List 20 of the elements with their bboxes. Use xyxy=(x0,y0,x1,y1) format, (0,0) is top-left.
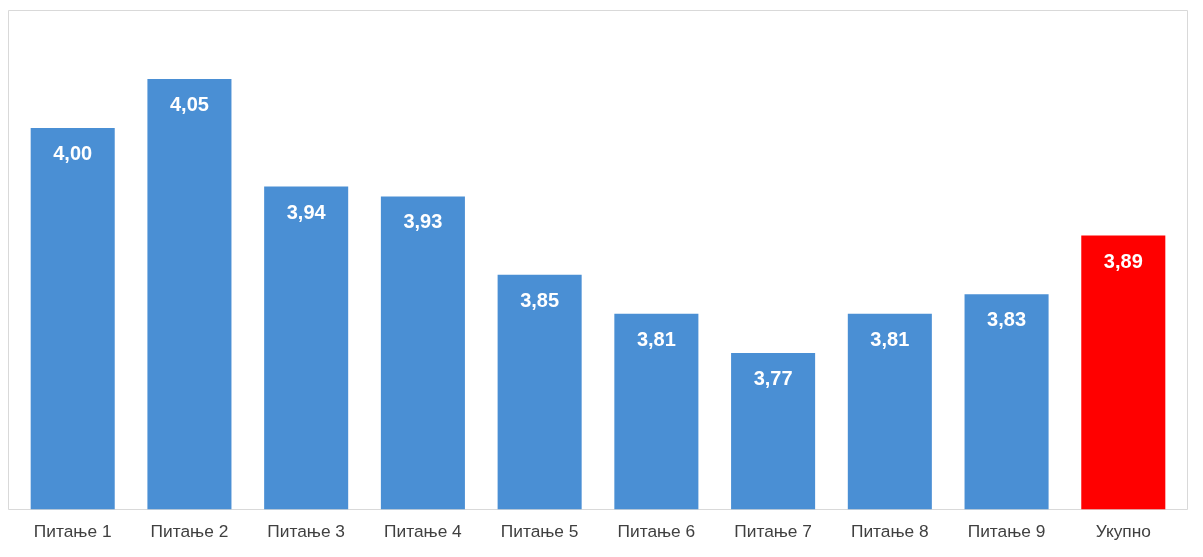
data-label: 3,89 xyxy=(1103,249,1143,272)
data-label: 3,81 xyxy=(870,327,910,350)
x-tick-label: Питање 1 xyxy=(33,520,112,541)
x-tick-label: Питање 5 xyxy=(500,520,579,541)
x-tick-label: Питање 2 xyxy=(150,520,229,541)
x-tick-label: Питање 3 xyxy=(267,520,346,541)
data-label: 3,93 xyxy=(403,210,443,233)
data-label: 4,00 xyxy=(53,141,93,164)
x-tick-label: Питање 6 xyxy=(617,520,696,541)
x-tick-label: Питање 7 xyxy=(734,520,812,541)
x-tick-label: Питање 9 xyxy=(967,520,1046,541)
x-tick-label: Питање 8 xyxy=(850,520,929,541)
data-label: 3,85 xyxy=(520,288,560,311)
data-label: 4,05 xyxy=(169,92,209,115)
data-label: 3,77 xyxy=(753,366,793,389)
data-label: 3,94 xyxy=(286,200,327,223)
data-label: 3,83 xyxy=(987,308,1027,331)
data-label: 3,81 xyxy=(636,327,676,350)
x-tick-label: Укупно xyxy=(1095,520,1151,541)
x-tick-label: Питање 4 xyxy=(384,520,463,541)
